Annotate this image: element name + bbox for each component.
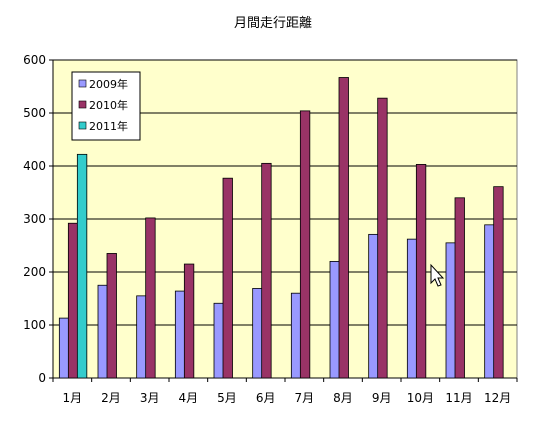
y-tick-label: 400 [23,159,46,173]
bar-2009年-2月 [97,284,108,379]
bar-2010年-6月 [261,162,272,379]
x-tick-label: 5月 [217,391,237,405]
bar-2009年-12月 [484,224,495,379]
bar-2010年-1月 [67,222,79,379]
y-tick-label: 500 [23,106,46,120]
y-tick-label: 600 [23,53,46,67]
bar-2011年-1月 [76,153,88,379]
x-tick-label: 8月 [333,391,353,405]
bar-2009年-11月 [445,242,456,379]
x-tick-label: 6月 [256,391,276,405]
bar-2009年-7月 [290,292,302,379]
bar-2009年-5月 [213,302,224,379]
legend-label: 2011年 [89,119,128,133]
legend: 2009年 2010年 2011年 [71,71,141,141]
y-tick-label: 200 [23,265,46,279]
x-tick-label: 11月 [445,391,472,405]
bar-2009年-6月 [252,288,263,379]
bar-2010年-2月 [106,253,117,379]
bar-2009年-8月 [329,260,340,379]
legend-swatch [78,100,87,109]
legend-swatch [78,121,87,130]
bar-2009年-3月 [136,295,147,379]
bar-2010年-12月 [493,186,504,379]
plot-area: 0 100 200 300 400 500 600 1月 2月 3月 4月 5月 6月 7月 8月 9月 10月… [23,53,518,405]
x-tick-label: 3月 [140,391,160,405]
bar-2009年-1月 [58,317,70,379]
bar-2010年-7月 [299,110,311,379]
bar-2010年-8月 [338,77,349,379]
legend-label: 2009年 [89,77,128,91]
legend-label: 2010年 [89,98,128,112]
chart-title: 月間走行距離 [234,16,312,31]
x-tick-label: 12月 [484,391,511,405]
x-tick-label: 7月 [295,391,315,405]
legend-swatch [78,79,87,88]
bar-2009年-4月 [174,290,186,379]
y-tick-label: 300 [23,212,46,226]
y-tick-label: 0 [38,371,46,385]
x-tick-label: 2月 [101,391,121,405]
mouse-cursor-icon [430,263,445,287]
bar-2009年-10月 [406,238,418,379]
bar-2010年-3月 [145,217,156,379]
y-tick-label: 100 [23,318,46,332]
x-tick-label: 1月 [63,391,83,405]
x-tick-label: 4月 [179,391,199,405]
bar-2010年-4月 [183,263,195,379]
bar-2010年-11月 [454,197,465,379]
bar-2010年-5月 [222,177,233,379]
x-tick-label: 10月 [407,391,434,405]
bar-2010年-9月 [377,97,388,379]
bar-2010年-10月 [415,164,427,379]
x-tick-label: 9月 [372,391,392,405]
bar-2009年-9月 [368,233,379,379]
